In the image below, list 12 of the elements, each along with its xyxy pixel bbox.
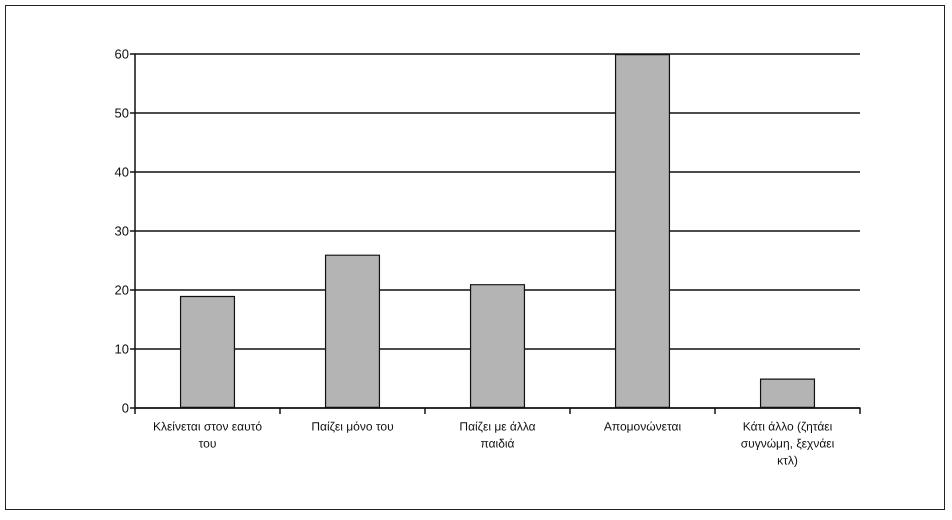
y-tick-label: 30: [114, 224, 129, 238]
x-tick-label: Κάτι άλλο (ζητάει συγνώμη, ξεχνάει κτλ): [740, 420, 835, 468]
y-tick-label: 50: [114, 106, 129, 120]
x-tick-label: Παίζει με άλλα παιδιά: [459, 420, 536, 450]
x-tick-label: Κλείνεται στον εαυτό του: [152, 420, 262, 450]
y-tick-label: 20: [114, 282, 129, 298]
x-tick-label: Απομονώνεται: [604, 420, 682, 434]
x-tick-label: Παίζει μόνο του: [311, 420, 394, 434]
y-tick-label: 10: [114, 342, 129, 356]
y-tick-label: 40: [114, 164, 129, 180]
y-tick-label: 60: [114, 46, 129, 62]
y-tick-label: 0: [122, 400, 129, 416]
